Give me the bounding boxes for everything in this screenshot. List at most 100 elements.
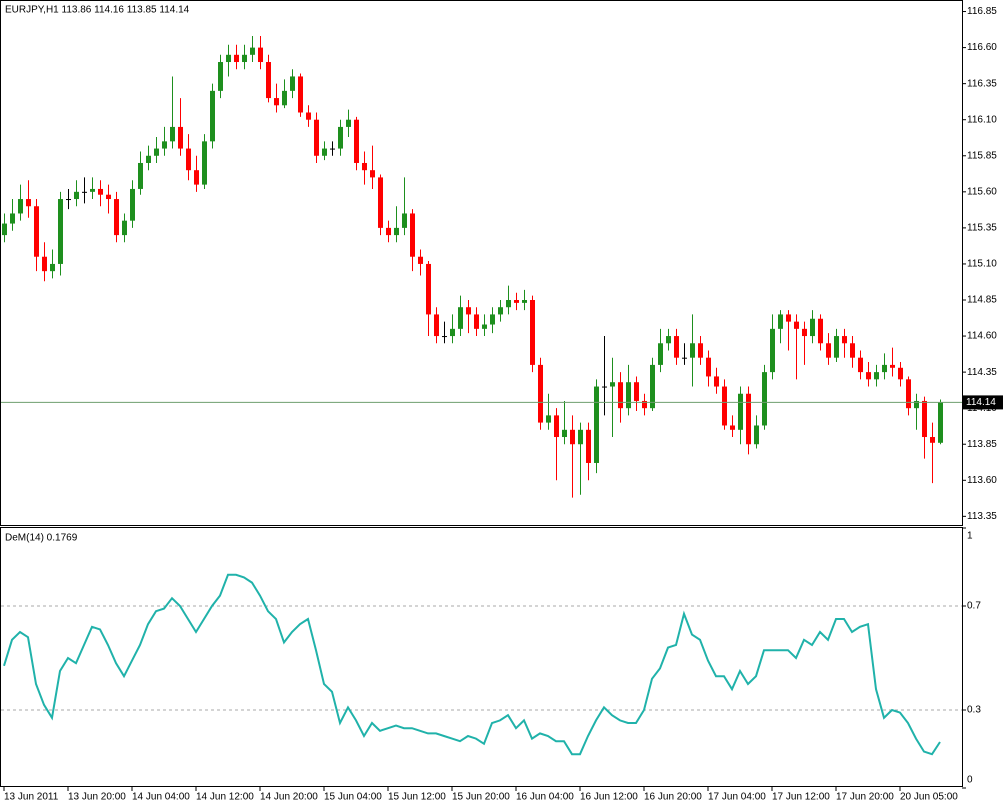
candle-body bbox=[338, 126, 343, 149]
x-tick-label: 15 Jun 20:00 bbox=[452, 792, 510, 803]
candle-body bbox=[314, 119, 319, 156]
candle-body bbox=[290, 76, 295, 91]
indicator-title: DeM(14) 0.1769 bbox=[5, 533, 78, 544]
candle-body bbox=[58, 199, 63, 264]
y-tick-label: 113.35 bbox=[967, 511, 997, 522]
candle-body bbox=[226, 54, 231, 63]
candle-body bbox=[618, 382, 623, 409]
candle-body bbox=[514, 300, 519, 303]
candle-body bbox=[322, 148, 327, 156]
candle-body bbox=[714, 376, 719, 387]
y-tick-label: 114.85 bbox=[967, 295, 997, 306]
candle-body bbox=[138, 162, 143, 189]
candle-body bbox=[746, 393, 751, 445]
candle-body bbox=[898, 367, 903, 380]
candle-body bbox=[778, 314, 783, 329]
candle-body bbox=[50, 263, 55, 272]
candle-body bbox=[474, 314, 479, 329]
candle-body bbox=[866, 372, 871, 380]
current-price-tag bbox=[963, 395, 1003, 410]
candle-body bbox=[754, 425, 759, 445]
candle-body bbox=[570, 429, 575, 445]
candle-body bbox=[562, 429, 567, 438]
candle-body bbox=[426, 263, 431, 315]
candle-body bbox=[730, 425, 735, 430]
candle-body bbox=[218, 62, 223, 91]
y-tick-label: 115.35 bbox=[967, 223, 997, 234]
candle-body bbox=[354, 119, 359, 163]
y-tick-label: 1 bbox=[967, 531, 973, 542]
candle-body bbox=[442, 336, 447, 338]
y-tick-label: 113.60 bbox=[967, 475, 997, 486]
candle-body bbox=[482, 324, 487, 329]
candle-body bbox=[922, 400, 927, 438]
candle-body bbox=[722, 386, 727, 426]
candle-body bbox=[698, 343, 703, 358]
x-tick-label: 13 Jun 20:00 bbox=[68, 792, 126, 803]
candle-body bbox=[386, 227, 391, 236]
indicator-line bbox=[3, 573, 941, 756]
candle-body bbox=[90, 188, 95, 192]
candle-body bbox=[818, 318, 823, 344]
candle-body bbox=[826, 343, 831, 358]
x-tick-label: 15 Jun 12:00 bbox=[388, 792, 446, 803]
candle-body bbox=[850, 343, 855, 358]
candle-body bbox=[522, 300, 527, 303]
candle-body bbox=[82, 191, 87, 193]
price-panel bbox=[0, 0, 963, 526]
candle-body bbox=[586, 429, 591, 463]
candle-body bbox=[650, 364, 655, 409]
y-tick-label: 115.85 bbox=[967, 150, 997, 161]
candle-body bbox=[10, 213, 15, 224]
candle-body bbox=[602, 386, 607, 388]
candle-body bbox=[682, 357, 687, 359]
candle-body bbox=[890, 364, 895, 368]
candle-body bbox=[66, 199, 71, 201]
candle-body bbox=[378, 177, 383, 228]
x-tick-label: 14 Jun 04:00 bbox=[132, 792, 190, 803]
x-tick-label: 17 Jun 20:00 bbox=[836, 792, 894, 803]
candle-body bbox=[266, 62, 271, 99]
candle-body bbox=[402, 213, 407, 228]
x-tick-label: 16 Jun 20:00 bbox=[644, 792, 702, 803]
y-tick-label: 113.85 bbox=[967, 439, 997, 450]
candle-body bbox=[114, 199, 119, 236]
candle-body bbox=[770, 328, 775, 373]
y-tick-label: 114.35 bbox=[967, 367, 997, 378]
candle-body bbox=[530, 300, 535, 365]
candle-body bbox=[346, 119, 351, 127]
candle-body bbox=[690, 343, 695, 358]
y-tick-label: 115.60 bbox=[967, 186, 997, 197]
y-tick-label: 116.85 bbox=[967, 6, 997, 17]
candle-body bbox=[834, 336, 839, 358]
candle-body bbox=[74, 191, 79, 200]
candle-body bbox=[666, 336, 671, 344]
candle-body bbox=[706, 357, 711, 377]
candle-body bbox=[882, 364, 887, 373]
candle-body bbox=[594, 386, 599, 463]
candle-body bbox=[394, 227, 399, 236]
candle-body bbox=[274, 98, 279, 106]
candle-body bbox=[122, 220, 127, 236]
candle-body bbox=[490, 314, 495, 325]
x-tick-label: 17 Jun 04:00 bbox=[708, 792, 766, 803]
candle-body bbox=[930, 437, 935, 443]
x-tick-label: 17 Jun 12:00 bbox=[772, 792, 830, 803]
candle-body bbox=[18, 199, 23, 214]
candle-body bbox=[642, 400, 647, 409]
candle-body bbox=[874, 372, 879, 380]
candle-body bbox=[146, 155, 151, 163]
y-tick-label: 116.10 bbox=[967, 114, 997, 125]
candle-body bbox=[106, 194, 111, 200]
candle-body bbox=[802, 328, 807, 337]
candle-body bbox=[450, 328, 455, 337]
x-tick-label: 16 Jun 04:00 bbox=[516, 792, 574, 803]
candle-body bbox=[810, 318, 815, 337]
candle-body bbox=[202, 141, 207, 185]
candle-body bbox=[42, 256, 47, 272]
candle-body bbox=[906, 379, 911, 409]
current-price-label: 114.14 bbox=[966, 397, 996, 408]
x-tick-label: 15 Jun 04:00 bbox=[324, 792, 382, 803]
candle-body bbox=[258, 47, 263, 63]
x-tick-label: 20 Jun 05:00 bbox=[900, 792, 958, 803]
